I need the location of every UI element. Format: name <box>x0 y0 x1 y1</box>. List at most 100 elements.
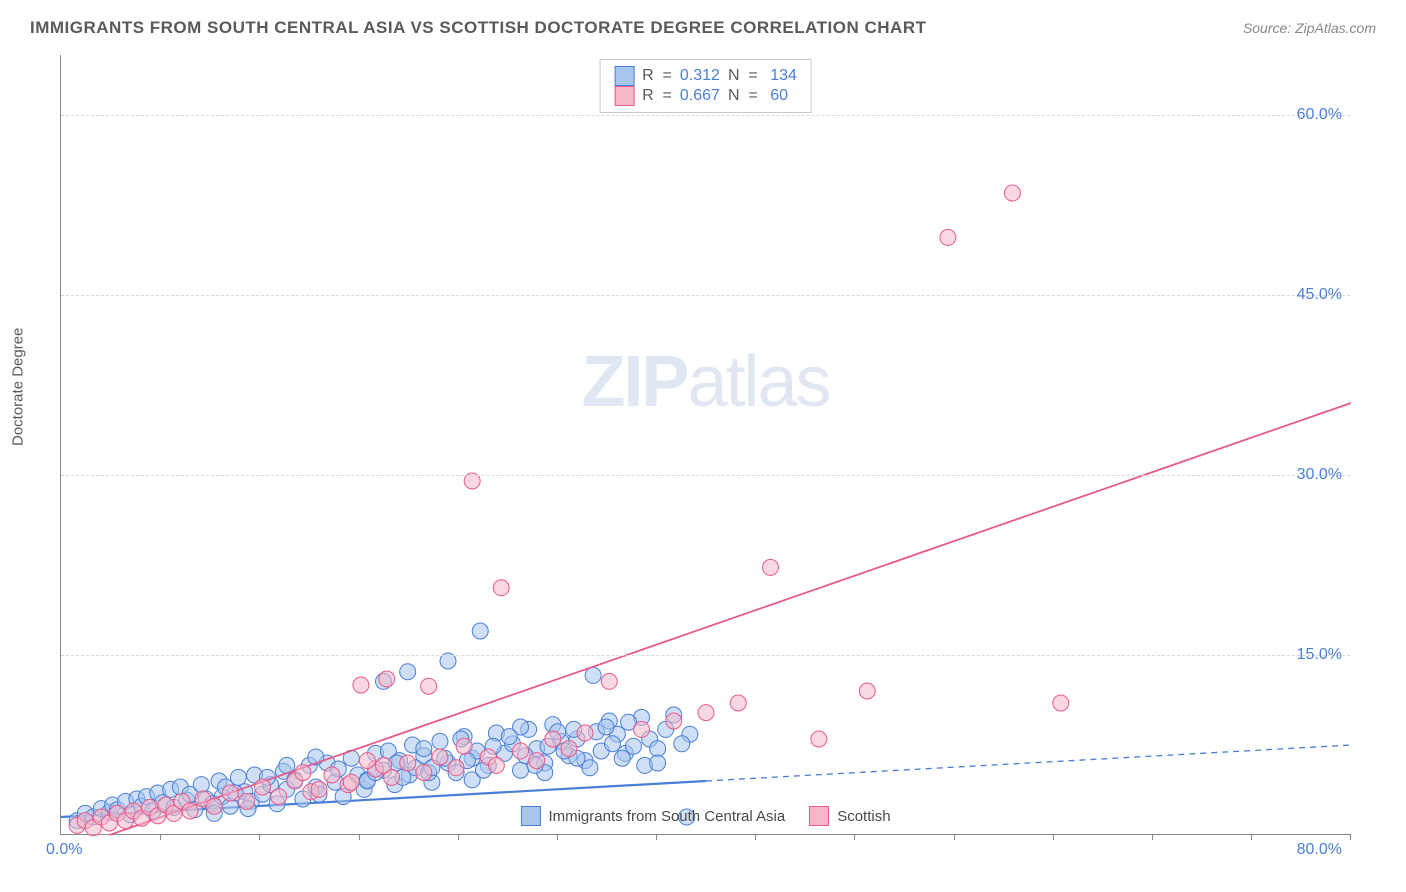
x-tick <box>954 834 955 840</box>
legend-series-label: Scottish <box>837 808 890 825</box>
data-point[interactable] <box>324 767 340 783</box>
x-tick <box>458 834 459 840</box>
x-tick <box>1251 834 1252 840</box>
data-point[interactable] <box>501 729 517 745</box>
x-tick <box>259 834 260 840</box>
data-point[interactable] <box>650 741 666 757</box>
data-point[interactable] <box>650 755 666 771</box>
data-point[interactable] <box>634 721 650 737</box>
legend-swatch <box>614 86 634 106</box>
data-point[interactable] <box>400 664 416 680</box>
data-point[interactable] <box>561 741 577 757</box>
data-point[interactable] <box>1053 695 1069 711</box>
r-label: R = <box>642 87 672 105</box>
legend-bottom: Immigrants from South Central Asia Scotti… <box>520 806 890 826</box>
legend-swatch <box>614 66 634 86</box>
x-tick <box>160 834 161 840</box>
plot-svg <box>61 55 1350 834</box>
x-tick <box>1053 834 1054 840</box>
data-point[interactable] <box>614 750 630 766</box>
data-point[interactable] <box>577 725 593 741</box>
data-point[interactable] <box>400 755 416 771</box>
data-point[interactable] <box>206 798 222 814</box>
x-tick <box>1350 834 1351 840</box>
x-tick <box>557 834 558 840</box>
data-point[interactable] <box>488 757 504 773</box>
data-point[interactable] <box>604 736 620 752</box>
data-point[interactable] <box>698 705 714 721</box>
data-point[interactable] <box>193 777 209 793</box>
legend-swatch <box>809 806 829 826</box>
data-point[interactable] <box>311 781 327 797</box>
data-point[interactable] <box>545 731 561 747</box>
data-point[interactable] <box>472 623 488 639</box>
data-point[interactable] <box>940 229 956 245</box>
y-tick-label: 15.0% <box>1297 646 1342 664</box>
data-point[interactable] <box>859 683 875 699</box>
data-point[interactable] <box>343 774 359 790</box>
gridline <box>61 655 1350 656</box>
data-point[interactable] <box>763 559 779 575</box>
data-point[interactable] <box>416 765 432 781</box>
x-tick <box>656 834 657 840</box>
x-tick <box>854 834 855 840</box>
data-point[interactable] <box>456 738 472 754</box>
data-point[interactable] <box>416 741 432 757</box>
legend-stat-row: R = 0.667 N = 60 <box>614 86 797 106</box>
source-link[interactable]: ZipAtlas.com <box>1295 20 1376 36</box>
y-axis-label: Doctorate Degree <box>10 328 27 446</box>
data-point[interactable] <box>376 757 392 773</box>
plot-area: ZIPatlas R = 0.312 N = 134R = 0.667 N = … <box>60 55 1350 835</box>
x-axis-end-label: 80.0% <box>1297 841 1342 859</box>
data-point[interactable] <box>493 580 509 596</box>
n-value: 134 <box>766 67 797 85</box>
data-point[interactable] <box>421 678 437 694</box>
legend-swatch <box>520 806 540 826</box>
data-point[interactable] <box>585 667 601 683</box>
data-point[interactable] <box>182 803 198 819</box>
data-point[interactable] <box>295 765 311 781</box>
data-point[interactable] <box>448 760 464 776</box>
data-point[interactable] <box>625 738 641 754</box>
data-point[interactable] <box>601 673 617 689</box>
trend-line-extrapolated <box>706 745 1351 781</box>
gridline <box>61 295 1350 296</box>
data-point[interactable] <box>666 713 682 729</box>
data-point[interactable] <box>222 785 238 801</box>
chart-title: IMMIGRANTS FROM SOUTH CENTRAL ASIA VS SC… <box>30 18 927 38</box>
legend-stats-box: R = 0.312 N = 134R = 0.667 N = 60 <box>599 59 812 113</box>
data-point[interactable] <box>432 749 448 765</box>
data-point[interactable] <box>353 677 369 693</box>
data-point[interactable] <box>379 671 395 687</box>
legend-series-item[interactable]: Immigrants from South Central Asia <box>520 806 785 826</box>
data-point[interactable] <box>730 695 746 711</box>
r-value: 0.312 <box>680 67 720 85</box>
x-axis-start-label: 0.0% <box>46 841 82 859</box>
data-point[interactable] <box>238 793 254 809</box>
source-attribution: Source: ZipAtlas.com <box>1243 20 1376 36</box>
data-point[interactable] <box>674 736 690 752</box>
x-tick <box>1152 834 1153 840</box>
source-prefix: Source: <box>1243 20 1295 36</box>
data-point[interactable] <box>811 731 827 747</box>
data-point[interactable] <box>513 743 529 759</box>
data-point[interactable] <box>271 789 287 805</box>
legend-stat-row: R = 0.312 N = 134 <box>614 66 797 86</box>
data-point[interactable] <box>529 753 545 769</box>
n-value: 60 <box>766 87 788 105</box>
gridline <box>61 115 1350 116</box>
y-tick-label: 30.0% <box>1297 466 1342 484</box>
legend-series-item[interactable]: Scottish <box>809 806 890 826</box>
data-point[interactable] <box>255 779 271 795</box>
data-point[interactable] <box>432 733 448 749</box>
data-point[interactable] <box>1004 185 1020 201</box>
data-point[interactable] <box>598 719 614 735</box>
legend-series-label: Immigrants from South Central Asia <box>548 808 785 825</box>
data-point[interactable] <box>513 762 529 778</box>
r-value: 0.667 <box>680 87 720 105</box>
n-label: N = <box>728 87 758 105</box>
gridline <box>61 475 1350 476</box>
data-point[interactable] <box>359 753 375 769</box>
y-tick-label: 45.0% <box>1297 286 1342 304</box>
x-tick <box>755 834 756 840</box>
